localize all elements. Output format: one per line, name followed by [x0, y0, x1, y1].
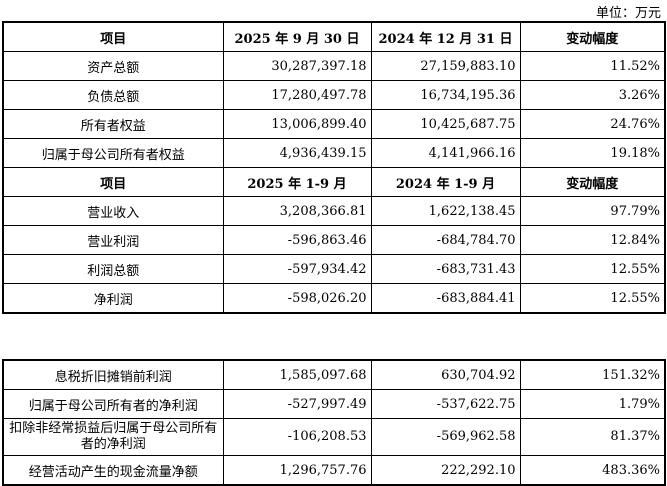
cell-value: 13,006,899.40 [222, 109, 372, 139]
cell-value: -527,997.49 [222, 389, 372, 419]
header-period-prior: 2024 年 12 月 31 日 [370, 21, 521, 52]
header-period-current: 2025 年 1-9 月 [222, 167, 372, 197]
cell-value: -596,863.46 [222, 225, 372, 255]
cell-change: 97.79% [519, 196, 666, 226]
cell-value: 3,208,366.81 [222, 196, 372, 226]
header-item: 项目 [2, 167, 224, 197]
cell-value: 1,622,138.45 [370, 196, 521, 226]
row-label: 归属于母公司所有者的净利润 [2, 389, 224, 419]
unit-label: 单位：万元 [595, 6, 661, 21]
cell-value: 630,704.92 [370, 359, 521, 390]
cell-value: -683,884.41 [370, 283, 521, 314]
cell-value: 10,425,687.75 [370, 109, 521, 139]
row-label: 所有者权益 [2, 109, 224, 139]
table-row: 息税折旧摊销前利润 1,585,097.68 630,704.92 151.32… [2, 359, 666, 390]
table-header-row: 项目 2025 年 9 月 30 日 2024 年 12 月 31 日 变动幅度 [2, 21, 666, 52]
table-row: 负债总额 17,280,497.78 16,734,195.36 3.26% [2, 80, 666, 110]
table-row: 资产总额 30,287,397.18 27,159,883.10 11.52% [2, 51, 666, 81]
cell-change: 11.52% [519, 51, 666, 81]
table-row: 营业利润 -596,863.46 -684,784.70 12.84% [2, 225, 666, 255]
cell-value: -597,934.42 [222, 254, 372, 284]
table-row: 经营活动产生的现金流量净额 1,296,757.76 222,292.10 48… [2, 455, 666, 486]
row-label: 扣除非经常损益后归属于母公司所有者的净利润 [2, 418, 224, 456]
cell-change: 19.18% [519, 138, 666, 168]
row-label: 营业利润 [2, 225, 224, 255]
supplementary-metrics-table: 息税折旧摊销前利润 1,585,097.68 630,704.92 151.32… [2, 359, 666, 486]
cell-value: 17,280,497.78 [222, 80, 372, 110]
row-label: 营业收入 [2, 196, 224, 226]
row-label: 息税折旧摊销前利润 [2, 359, 224, 390]
table-row: 净利润 -598,026.20 -683,884.41 12.55% [2, 283, 666, 314]
header-change: 变动幅度 [519, 167, 666, 197]
table-row: 归属于母公司所有者的净利润 -527,997.49 -537,622.75 1.… [2, 389, 666, 419]
cell-value: -537,622.75 [370, 389, 521, 419]
row-label: 经营活动产生的现金流量净额 [2, 455, 224, 486]
cell-value: 4,141,966.16 [370, 138, 521, 168]
cell-value: 16,734,195.36 [370, 80, 521, 110]
cell-value: 1,296,757.76 [222, 455, 372, 486]
table-row: 归属于母公司所有者权益 4,936,439.15 4,141,966.16 19… [2, 138, 666, 168]
table-row: 所有者权益 13,006,899.40 10,425,687.75 24.76% [2, 109, 666, 139]
header-change: 变动幅度 [519, 21, 666, 52]
row-label: 净利润 [2, 283, 224, 314]
cell-change: 24.76% [519, 109, 666, 139]
cell-value: 222,292.10 [370, 455, 521, 486]
cell-change: 483.36% [519, 455, 666, 486]
table-row: 营业收入 3,208,366.81 1,622,138.45 97.79% [2, 196, 666, 226]
cell-change: 3.26% [519, 80, 666, 110]
row-label: 资产总额 [2, 51, 224, 81]
row-label: 负债总额 [2, 80, 224, 110]
cell-change: 151.32% [519, 359, 666, 390]
cell-value: -683,731.43 [370, 254, 521, 284]
table-header-row: 项目 2025 年 1-9 月 2024 年 1-9 月 变动幅度 [2, 167, 666, 197]
cell-value: 1,585,097.68 [222, 359, 372, 390]
cell-value: -598,026.20 [222, 283, 372, 314]
header-period-current: 2025 年 9 月 30 日 [222, 21, 372, 52]
financial-summary-table: 项目 2025 年 9 月 30 日 2024 年 12 月 31 日 变动幅度… [2, 21, 666, 314]
header-item: 项目 [2, 21, 224, 52]
cell-value: -684,784.70 [370, 225, 521, 255]
cell-change: 12.55% [519, 283, 666, 314]
header-period-prior: 2024 年 1-9 月 [370, 167, 521, 197]
row-label: 利润总额 [2, 254, 224, 284]
table-row: 扣除非经常损益后归属于母公司所有者的净利润 -106,208.53 -569,9… [2, 418, 666, 456]
cell-change: 1.79% [519, 389, 666, 419]
cell-value: 30,287,397.18 [222, 51, 372, 81]
cell-change: 81.37% [519, 418, 666, 456]
cell-change: 12.84% [519, 225, 666, 255]
row-label: 归属于母公司所有者权益 [2, 138, 224, 168]
cell-change: 12.55% [519, 254, 666, 284]
cell-value: -106,208.53 [222, 418, 372, 456]
cell-value: 27,159,883.10 [370, 51, 521, 81]
cell-value: 4,936,439.15 [222, 138, 372, 168]
cell-value: -569,962.58 [370, 418, 521, 456]
table-row: 利润总额 -597,934.42 -683,731.43 12.55% [2, 254, 666, 284]
